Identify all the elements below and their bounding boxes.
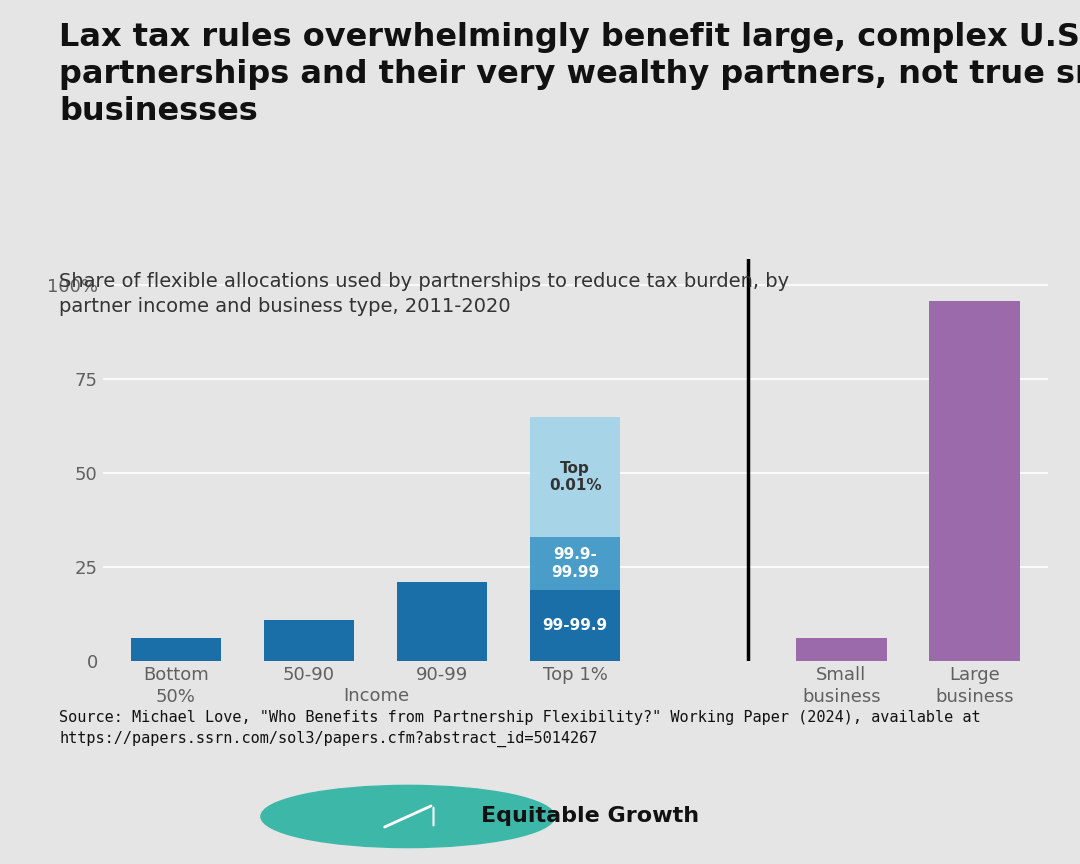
Text: 99.9-
99.99: 99.9- 99.99 xyxy=(551,547,599,580)
Bar xyxy=(530,417,620,537)
Bar xyxy=(131,638,221,661)
Bar xyxy=(929,301,1020,661)
Text: Source: Michael Love, "Who Benefits from Partnership Flexibility?" Working Paper: Source: Michael Love, "Who Benefits from… xyxy=(59,710,981,747)
Bar xyxy=(530,589,620,661)
Bar xyxy=(264,619,354,661)
Bar xyxy=(396,582,487,661)
Text: Equitable Growth: Equitable Growth xyxy=(482,806,700,827)
Circle shape xyxy=(261,785,555,848)
Text: Income: Income xyxy=(342,687,409,705)
Text: 99-99.9: 99-99.9 xyxy=(542,618,608,632)
Bar xyxy=(530,537,620,589)
Text: Top
0.01%: Top 0.01% xyxy=(549,461,602,493)
Bar xyxy=(796,638,887,661)
Text: Lax tax rules overwhelmingly benefit large, complex U.S.
partnerships and their : Lax tax rules overwhelmingly benefit lar… xyxy=(59,22,1080,127)
Text: Share of flexible allocations used by partnerships to reduce tax burden, by
part: Share of flexible allocations used by pa… xyxy=(59,272,789,316)
